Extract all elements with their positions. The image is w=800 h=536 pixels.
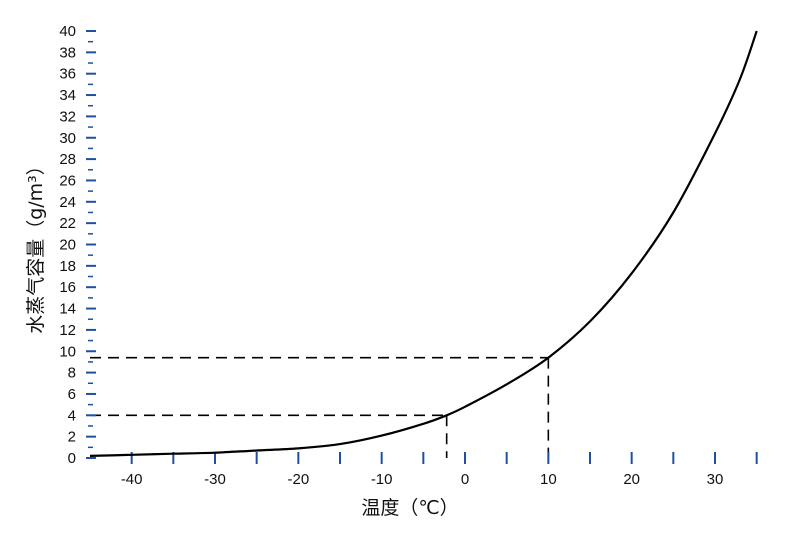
- y-tick-label: 18: [59, 258, 76, 275]
- y-tick-label: 14: [59, 301, 76, 318]
- x-axis-title: 温度（℃）: [361, 497, 458, 519]
- y-tick-label: 6: [68, 386, 76, 403]
- x-tick-label: 20: [623, 471, 640, 488]
- y-tick-label: 36: [59, 66, 76, 83]
- y-axis-title: 水蒸气容量（g/m³）: [25, 156, 47, 334]
- x-tick-label: 30: [707, 471, 724, 488]
- y-tick-label: 2: [68, 429, 76, 446]
- y-tick-label: 34: [59, 87, 76, 104]
- y-tick-label: 22: [59, 215, 76, 232]
- series-line-vapor-capacity: [89, 30, 758, 457]
- y-tick-label: 8: [68, 365, 76, 382]
- reference-lines: [90, 356, 550, 458]
- y-tick-label: 38: [59, 44, 76, 61]
- axes: [88, 28, 778, 460]
- y-tick-label: 20: [59, 237, 76, 254]
- y-tick-label: 16: [59, 279, 76, 296]
- x-tick-label: 0: [461, 471, 469, 488]
- y-tick-label: 40: [59, 23, 76, 40]
- y-tick-label: 0: [68, 450, 76, 467]
- x-tick-label: 10: [540, 471, 557, 488]
- y-tick-label: 10: [59, 343, 76, 360]
- y-tick-label: 26: [59, 172, 76, 189]
- y-tick-label: 12: [59, 322, 76, 339]
- x-tick-label: -40: [121, 471, 143, 488]
- x-tick-label: -20: [287, 471, 309, 488]
- y-tick-label: 28: [59, 151, 76, 168]
- x-tick-label: -10: [371, 471, 393, 488]
- y-tick-label: 4: [68, 407, 76, 424]
- x-tick-label: -30: [204, 471, 226, 488]
- y-tick-label: 32: [59, 108, 76, 125]
- y-tick-label: 24: [59, 194, 76, 211]
- y-tick-label: 30: [59, 130, 76, 147]
